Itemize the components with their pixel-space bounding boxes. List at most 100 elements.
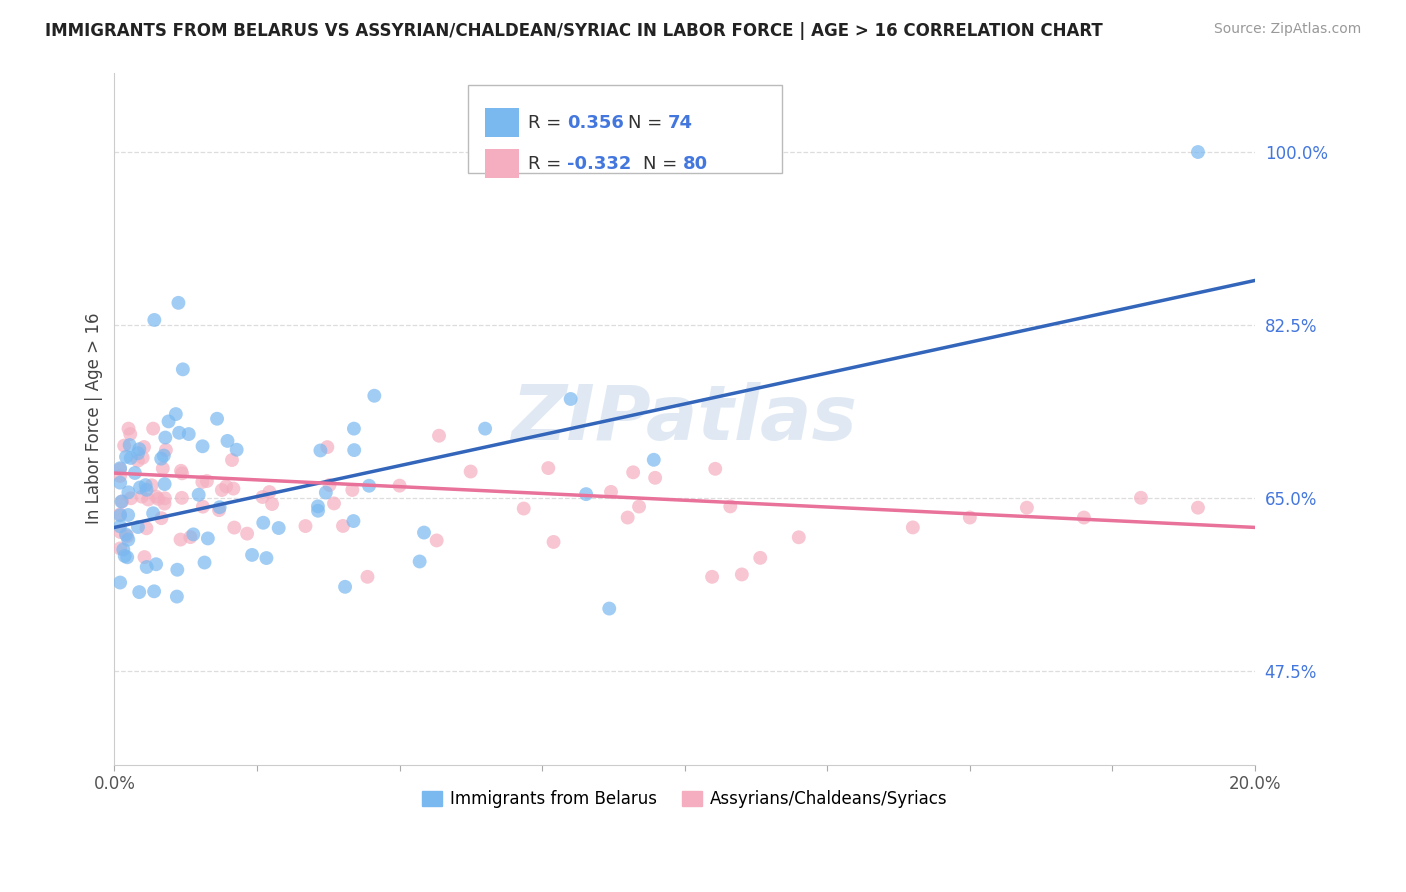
Point <box>132 440 155 454</box>
Point <box>267 521 290 535</box>
Point <box>1187 145 1209 159</box>
Point <box>177 427 200 442</box>
Point <box>135 521 157 535</box>
Point <box>143 584 166 599</box>
Point <box>143 313 166 327</box>
Point <box>166 563 188 577</box>
Point <box>332 519 354 533</box>
Point <box>240 548 263 562</box>
Point <box>187 488 209 502</box>
Point <box>110 494 132 508</box>
Point <box>208 503 231 517</box>
Point <box>150 511 173 525</box>
Point <box>157 414 180 428</box>
Point <box>170 464 193 478</box>
Point <box>537 461 560 475</box>
Point <box>413 525 436 540</box>
Point <box>427 428 450 442</box>
Point <box>787 530 810 544</box>
Text: -0.332: -0.332 <box>567 154 631 173</box>
Point <box>225 442 247 457</box>
Point <box>543 535 565 549</box>
Point <box>153 497 176 511</box>
Text: 80: 80 <box>682 154 707 173</box>
Y-axis label: In Labor Force | Age > 16: In Labor Force | Age > 16 <box>86 313 103 524</box>
Point <box>153 477 176 491</box>
Point <box>318 478 340 492</box>
Text: N =: N = <box>627 114 668 132</box>
Point <box>155 442 177 457</box>
Point <box>172 467 194 481</box>
Point <box>115 527 138 541</box>
Point <box>426 533 449 548</box>
Point <box>205 411 228 425</box>
Point <box>142 422 165 436</box>
Point <box>700 570 723 584</box>
Point <box>211 483 233 497</box>
Point <box>560 392 582 406</box>
Point <box>323 496 346 510</box>
Point <box>117 529 139 543</box>
Point <box>408 554 430 568</box>
Point <box>959 510 981 524</box>
Text: R =: R = <box>529 114 568 132</box>
Point <box>644 471 666 485</box>
Point <box>136 492 159 507</box>
FancyBboxPatch shape <box>485 149 519 178</box>
Point <box>1187 500 1209 515</box>
Point <box>167 295 190 310</box>
Point <box>217 434 239 448</box>
Point <box>108 575 131 590</box>
Point <box>108 508 131 522</box>
Point <box>224 520 246 534</box>
Point <box>901 520 924 534</box>
Point <box>388 478 411 492</box>
Text: Source: ZipAtlas.com: Source: ZipAtlas.com <box>1213 22 1361 37</box>
Point <box>621 466 644 480</box>
Point <box>108 541 131 556</box>
Point <box>628 500 651 514</box>
Text: R =: R = <box>529 154 568 173</box>
Point <box>120 491 142 506</box>
Point <box>363 389 385 403</box>
Point <box>117 485 139 500</box>
Point <box>120 427 142 442</box>
Point <box>150 451 173 466</box>
Point <box>181 527 204 541</box>
Point <box>169 533 191 547</box>
Point <box>474 422 496 436</box>
Point <box>148 491 170 506</box>
Point <box>179 530 201 544</box>
Point <box>616 510 638 524</box>
Point <box>108 475 131 490</box>
Point <box>134 549 156 564</box>
Point <box>342 483 364 497</box>
Point <box>1015 500 1038 515</box>
Text: N =: N = <box>643 154 682 173</box>
Point <box>704 462 727 476</box>
Point <box>165 407 187 421</box>
Point <box>153 449 176 463</box>
Point <box>294 519 316 533</box>
Point <box>1073 510 1095 524</box>
Point <box>222 482 245 496</box>
Text: ZIPatlas: ZIPatlas <box>512 382 858 456</box>
Point <box>152 461 174 475</box>
Point <box>172 362 194 376</box>
Point <box>135 478 157 492</box>
Point <box>598 601 620 615</box>
Point <box>357 479 380 493</box>
Point <box>128 585 150 599</box>
Point <box>643 452 665 467</box>
Point <box>108 461 131 475</box>
Point <box>575 487 598 501</box>
Point <box>718 500 741 514</box>
Point <box>115 450 138 464</box>
Point <box>124 466 146 480</box>
Point <box>252 516 274 530</box>
Point <box>108 469 131 483</box>
Point <box>155 431 177 445</box>
Point <box>195 474 218 488</box>
Point <box>252 490 274 504</box>
Point <box>254 551 277 566</box>
